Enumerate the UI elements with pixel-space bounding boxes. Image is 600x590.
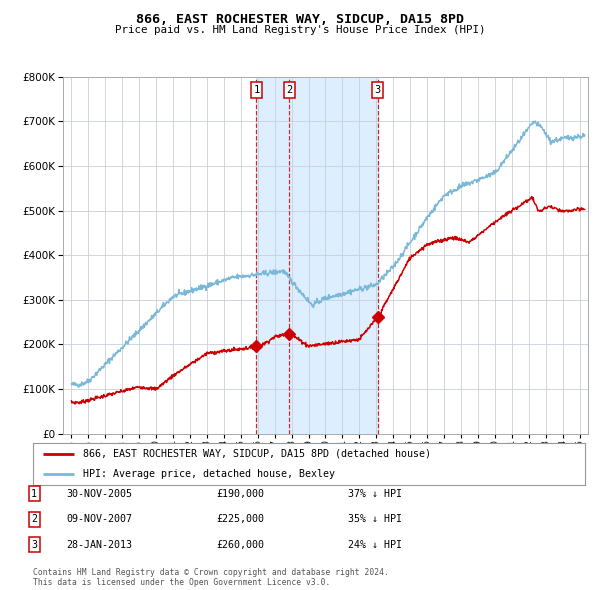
- Text: Contains HM Land Registry data © Crown copyright and database right 2024.
This d: Contains HM Land Registry data © Crown c…: [33, 568, 389, 587]
- Text: 3: 3: [374, 85, 381, 95]
- Text: HPI: Average price, detached house, Bexley: HPI: Average price, detached house, Bexl…: [83, 468, 335, 478]
- Text: 2: 2: [31, 514, 37, 524]
- Text: 24% ↓ HPI: 24% ↓ HPI: [348, 540, 402, 549]
- Text: 35% ↓ HPI: 35% ↓ HPI: [348, 514, 402, 524]
- Text: 09-NOV-2007: 09-NOV-2007: [66, 514, 132, 524]
- Text: 866, EAST ROCHESTER WAY, SIDCUP, DA15 8PD (detached house): 866, EAST ROCHESTER WAY, SIDCUP, DA15 8P…: [83, 449, 431, 459]
- Text: 37% ↓ HPI: 37% ↓ HPI: [348, 489, 402, 499]
- Text: 28-JAN-2013: 28-JAN-2013: [66, 540, 132, 549]
- Text: £225,000: £225,000: [216, 514, 264, 524]
- Text: 3: 3: [31, 540, 37, 549]
- Text: Price paid vs. HM Land Registry's House Price Index (HPI): Price paid vs. HM Land Registry's House …: [115, 25, 485, 35]
- Bar: [256, 77, 377, 434]
- Text: 1: 1: [31, 489, 37, 499]
- Text: 866, EAST ROCHESTER WAY, SIDCUP, DA15 8PD: 866, EAST ROCHESTER WAY, SIDCUP, DA15 8P…: [136, 13, 464, 26]
- Text: 30-NOV-2005: 30-NOV-2005: [66, 489, 132, 499]
- Text: £260,000: £260,000: [216, 540, 264, 549]
- Text: 2: 2: [286, 85, 292, 95]
- Text: £190,000: £190,000: [216, 489, 264, 499]
- Text: 1: 1: [253, 85, 260, 95]
